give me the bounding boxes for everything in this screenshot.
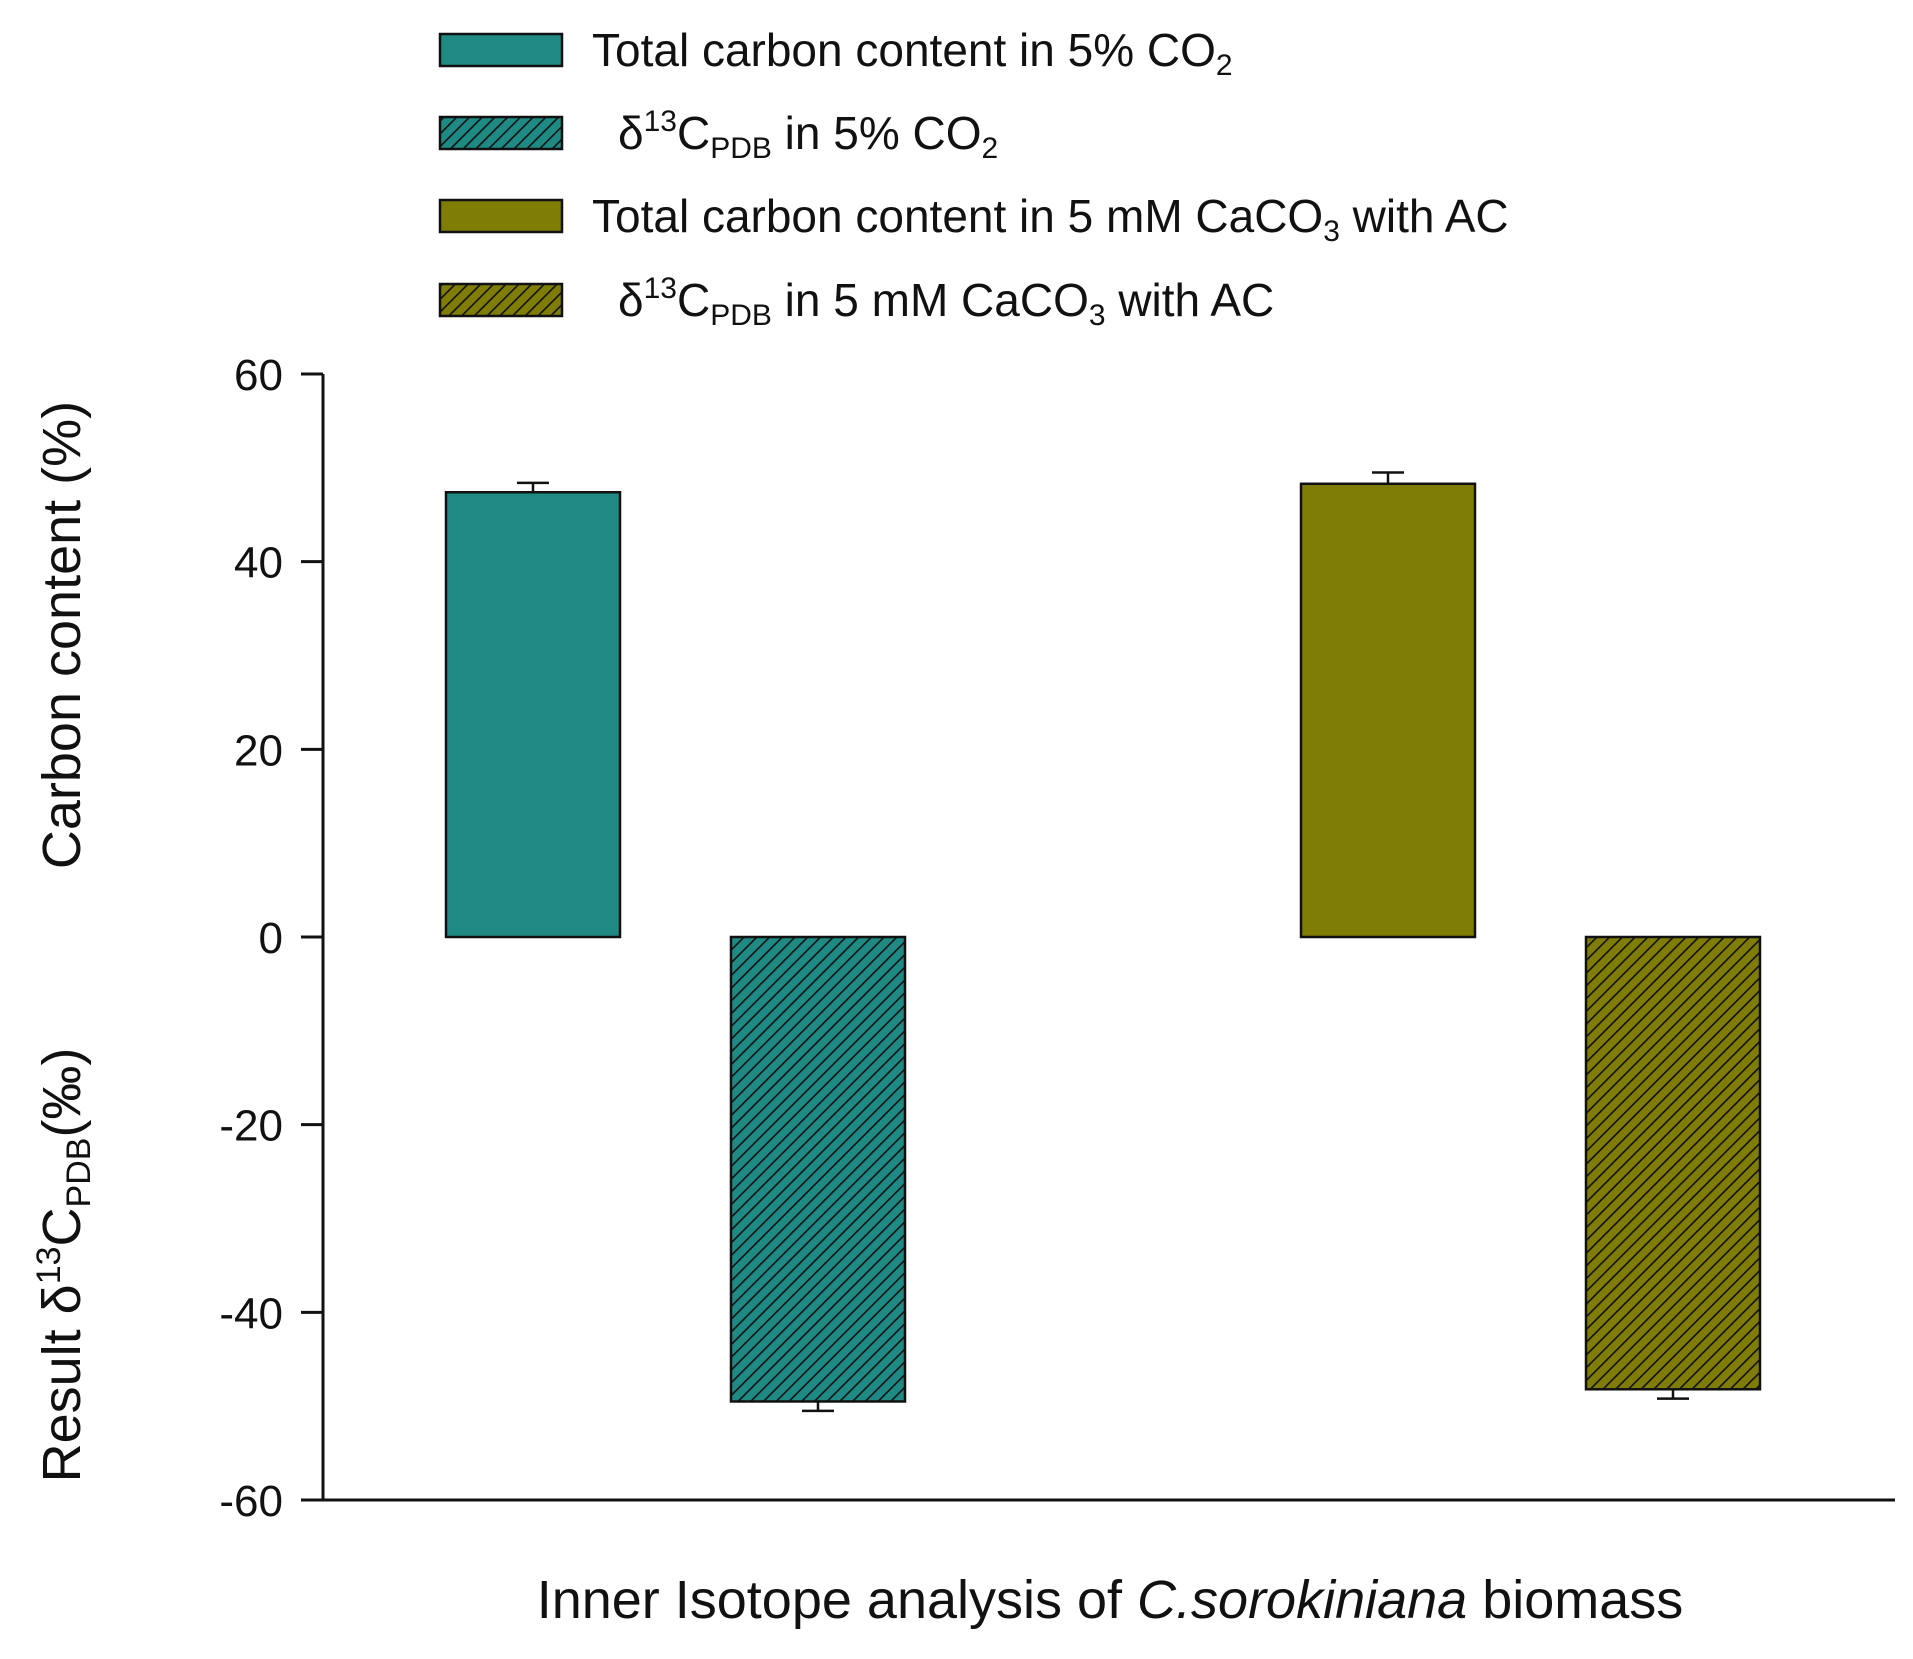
- y-tick-label: -20: [219, 1102, 283, 1151]
- legend-swatch-tc_co2: [438, 32, 564, 68]
- y-tick-label: 20: [234, 726, 283, 775]
- bar-d13c_caco3: [1584, 935, 1762, 1391]
- legend-label-d13c_caco3: δ13CPDB in 5 mM CaCO3 with AC: [618, 272, 1274, 332]
- legend-swatch-tc_caco3: [438, 198, 564, 234]
- bar-d13c_co2: [729, 935, 907, 1403]
- legend-label-tc_co2: Total carbon content in 5% CO2: [592, 24, 1233, 82]
- y-axis-title-top: Carbon content (%): [32, 401, 92, 869]
- legend-swatch-d13c_co2: [438, 115, 564, 151]
- y-tick-label: 40: [234, 539, 283, 588]
- y-tick-label: -60: [219, 1477, 283, 1526]
- x-axis-title: Inner Isotope analysis of C.sorokiniana …: [537, 1570, 1684, 1630]
- bars: [444, 471, 1762, 1413]
- legend: Total carbon content in 5% CO2 δ13CPDB in…: [438, 24, 1509, 332]
- legend-swatch-d13c_caco3: [438, 282, 564, 318]
- bar-tc_caco3: [1299, 482, 1477, 939]
- axis-labels: Carbon content (%) Result δ13CPDB(‰) Inner…: [30, 401, 1684, 1630]
- y-axis: 60 40 20 0 -20 -40 -60: [219, 351, 1895, 1526]
- bar-tc_co2: [444, 490, 622, 939]
- legend-label-tc_caco3: Total carbon content in 5 mM CaCO3 with …: [592, 190, 1509, 248]
- legend-label-d13c_co2: δ13CPDB in 5% CO2: [618, 105, 998, 165]
- y-axis-title-bottom: Result δ13CPDB(‰): [30, 1048, 99, 1483]
- y-tick-label: 0: [259, 914, 283, 963]
- y-tick-label: -40: [219, 1289, 283, 1338]
- y-tick-label: 60: [234, 351, 283, 400]
